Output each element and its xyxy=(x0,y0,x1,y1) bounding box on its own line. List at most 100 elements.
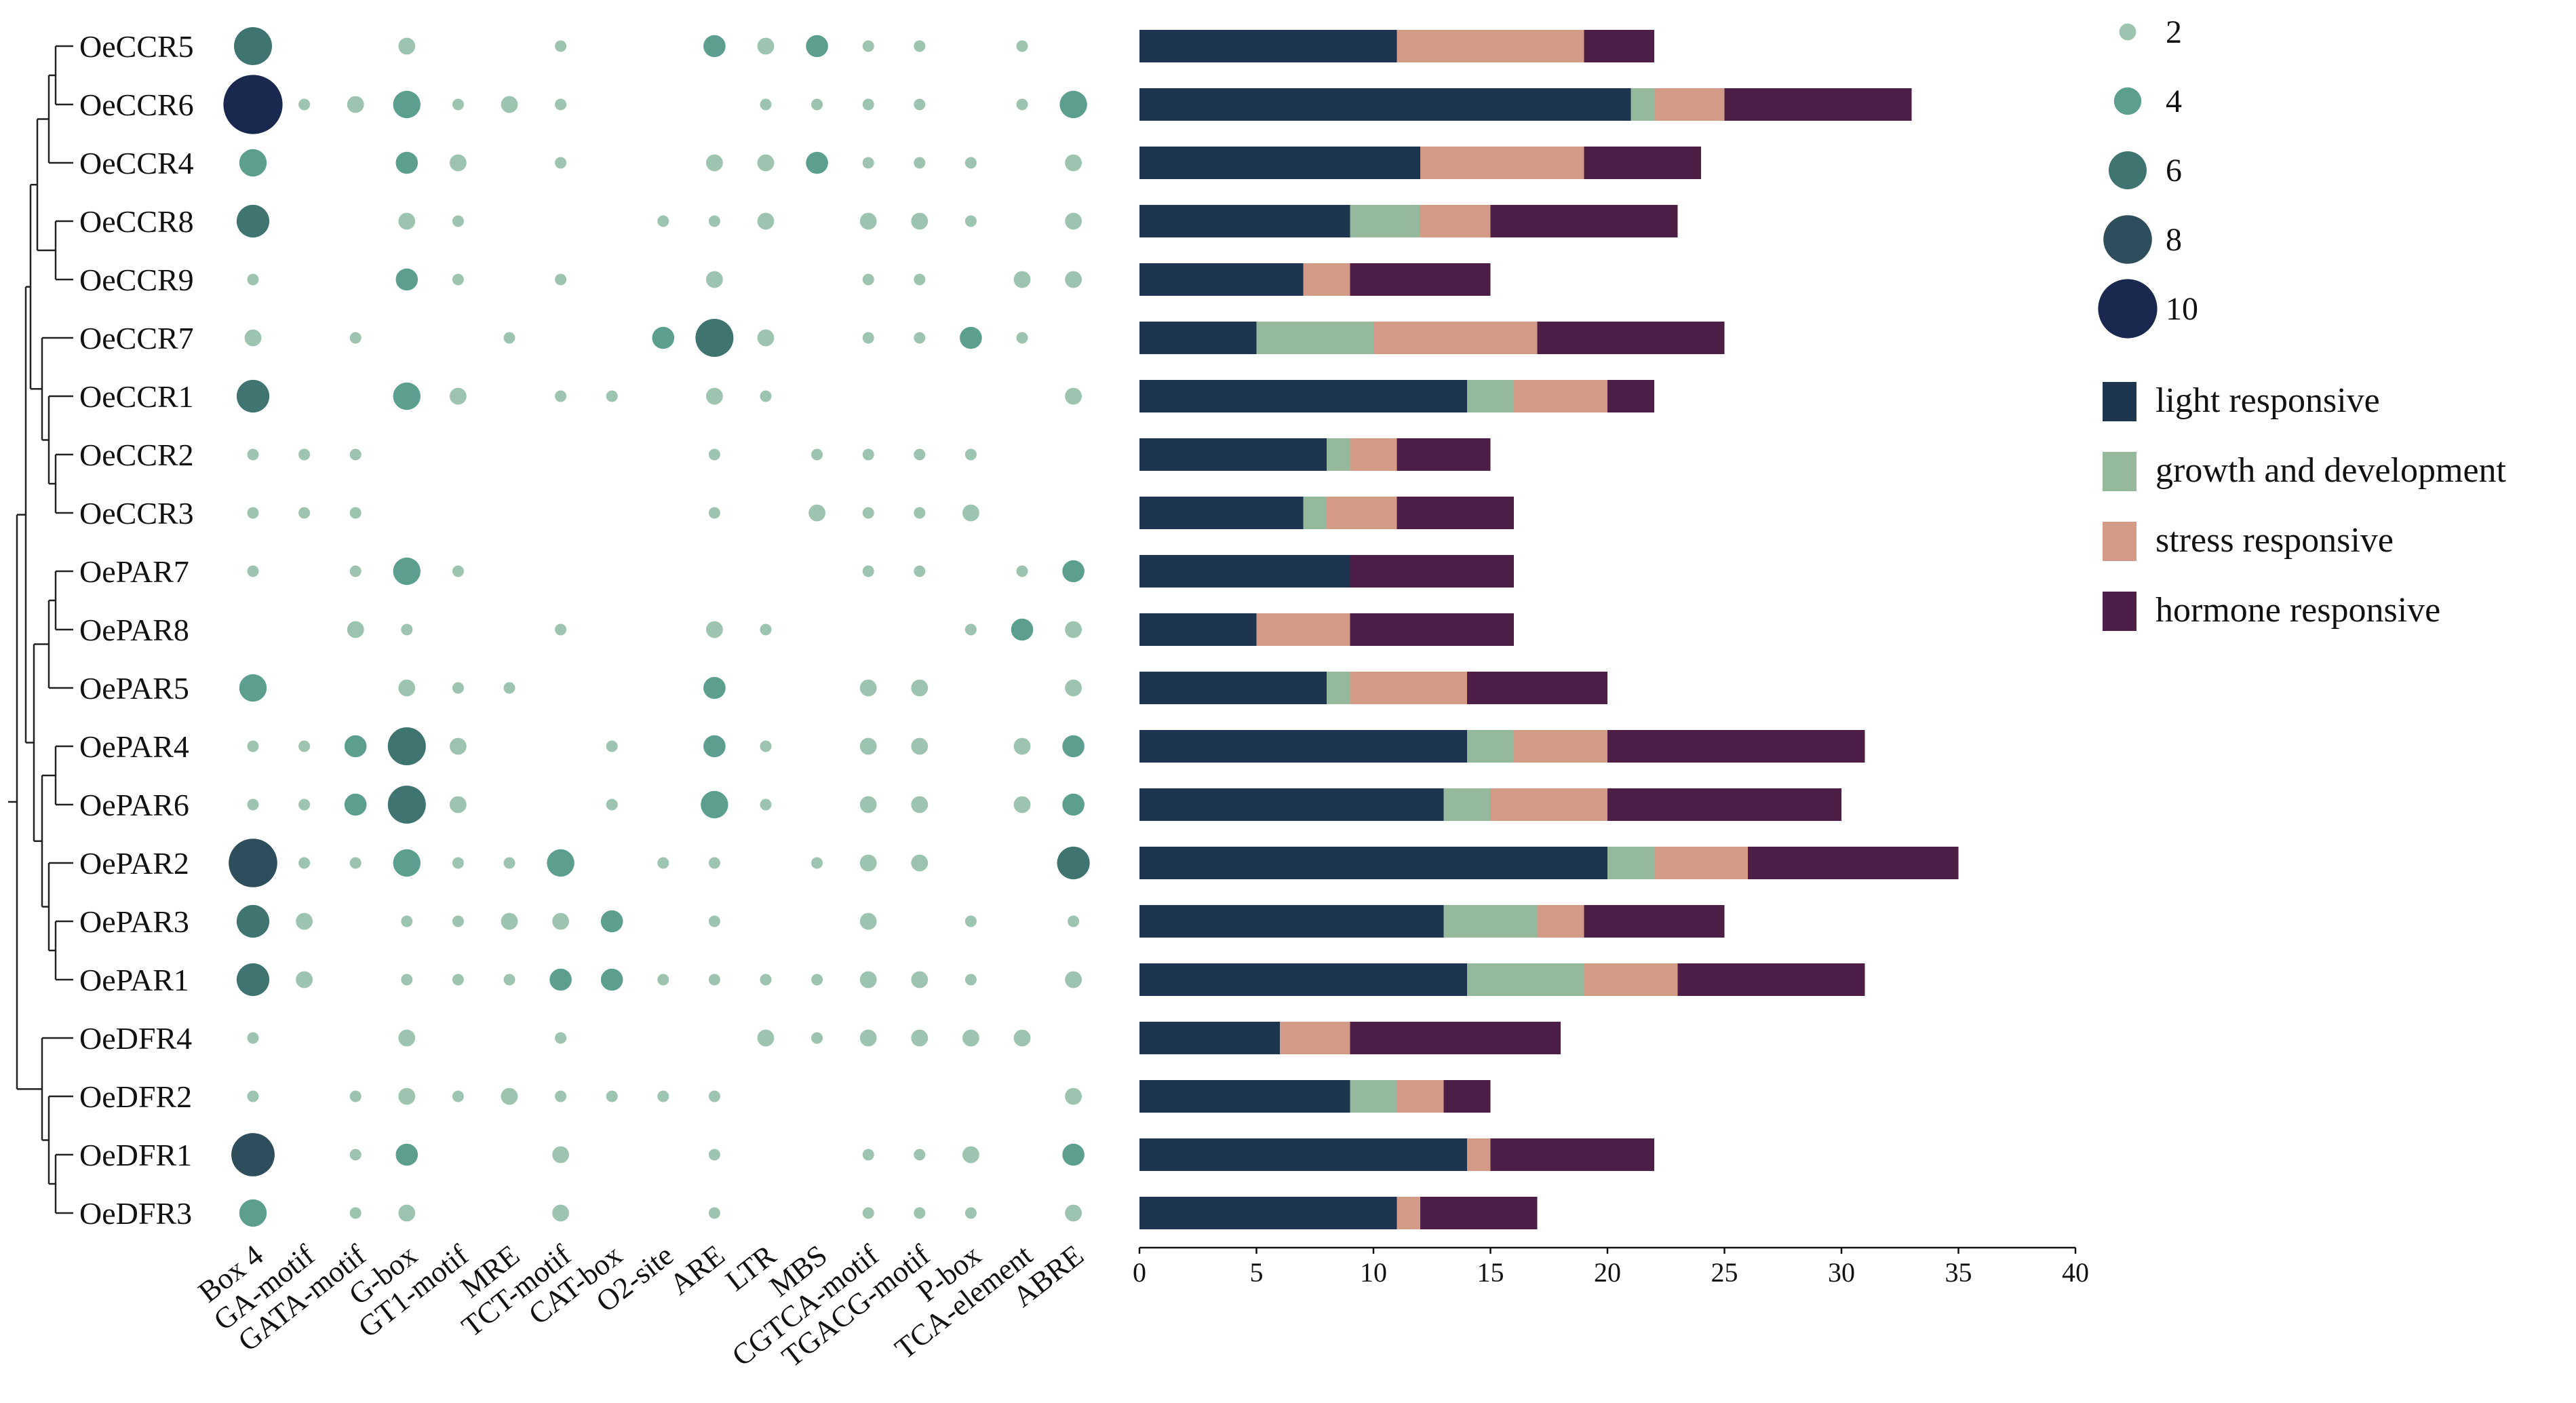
x-tick-label: 40 xyxy=(2062,1257,2089,1288)
motif-bubble xyxy=(657,974,669,986)
bar-segment xyxy=(1373,322,1538,354)
motif-bubble xyxy=(296,912,313,930)
motif-bubble xyxy=(606,740,618,752)
motif-bubble xyxy=(757,154,775,172)
motif-bubble xyxy=(393,90,421,119)
category-legend-swatch xyxy=(2103,522,2136,561)
size-legend-label: 6 xyxy=(2166,153,2182,189)
size-legend-bubble xyxy=(2103,215,2152,264)
motif-bubble xyxy=(552,1204,569,1222)
bar-segment xyxy=(1607,847,1654,879)
size-legend-label: 8 xyxy=(2166,222,2182,258)
bubble-matrix xyxy=(223,27,1090,1227)
motif-bubble xyxy=(298,507,311,519)
stacked-bar-chart xyxy=(1139,30,1959,1229)
motif-bubble xyxy=(862,40,874,52)
motif-bubble xyxy=(387,786,426,824)
motif-bubble xyxy=(247,273,259,286)
bar-segment xyxy=(1490,205,1678,237)
bar-segment xyxy=(1280,1022,1350,1054)
gene-label: OeCCR2 xyxy=(79,438,194,472)
bar-segment xyxy=(1467,672,1607,704)
bar-segment xyxy=(1139,1197,1397,1229)
bar-segment xyxy=(1139,497,1304,529)
category-legend-label: growth and development xyxy=(2155,451,2507,490)
motif-bubble xyxy=(862,1149,874,1161)
motif-bubble xyxy=(398,1029,416,1047)
bar-segment xyxy=(1467,380,1514,412)
motif-bubble xyxy=(503,682,515,694)
motif-bubble xyxy=(708,857,720,869)
bar-segment xyxy=(1139,438,1327,471)
motif-bubble xyxy=(349,1090,362,1102)
motif-bubble xyxy=(962,1029,979,1047)
x-tick-label: 0 xyxy=(1133,1257,1146,1288)
gene-label: OeCCR6 xyxy=(79,88,194,122)
motif-bubble xyxy=(555,273,567,286)
bar-segment xyxy=(1139,1022,1280,1054)
motif-bubble xyxy=(862,448,874,461)
motif-bubble xyxy=(398,1204,416,1222)
motif-bubble xyxy=(760,740,772,752)
motif-bubble xyxy=(708,1090,720,1102)
bar-segment xyxy=(1139,555,1350,588)
motif-bubble xyxy=(859,679,877,697)
motif-bubble xyxy=(914,332,926,344)
gene-label: OePAR6 xyxy=(79,788,189,822)
motif-bubble xyxy=(398,679,416,697)
bar-segment xyxy=(1303,497,1327,529)
size-legend-bubble xyxy=(2098,279,2158,339)
motif-bubble xyxy=(606,1090,618,1102)
motif-bubble xyxy=(706,621,723,638)
bar-segment xyxy=(1631,88,1654,121)
motif-bubble xyxy=(1016,98,1028,111)
motif-bubble xyxy=(811,98,823,111)
motif-bubble xyxy=(760,799,772,811)
bar-segment xyxy=(1467,963,1584,996)
motif-bubble xyxy=(239,149,267,177)
motif-bubble xyxy=(962,504,979,522)
motif-bubble xyxy=(298,98,311,111)
motif-bubble xyxy=(606,799,618,811)
motif-bubble xyxy=(349,448,362,461)
category-legend-label: light responsive xyxy=(2155,381,2380,420)
motif-bubble xyxy=(1065,971,1082,988)
motif-bubble xyxy=(450,737,467,755)
motif-bubble xyxy=(914,1149,926,1161)
category-legend-swatch xyxy=(2103,382,2136,421)
motif-bubble xyxy=(349,507,362,519)
motif-bubble xyxy=(247,1090,259,1102)
bar-segment xyxy=(1724,88,1912,121)
motif-bubble xyxy=(911,1029,929,1047)
motif-bubble xyxy=(452,565,464,577)
x-tick-label: 35 xyxy=(1945,1257,1972,1288)
motif-bubble xyxy=(1016,40,1028,52)
bar-segment xyxy=(1514,730,1607,763)
gene-label: OeCCR3 xyxy=(79,496,194,531)
motif-bubble xyxy=(706,271,723,288)
motif-bubble xyxy=(760,390,772,402)
motif-bubble xyxy=(657,857,669,869)
motif-bubble xyxy=(395,1143,418,1166)
motif-bubble xyxy=(349,565,362,577)
size-legend-bubble xyxy=(2119,23,2136,41)
motif-bubble xyxy=(236,379,270,413)
motif-bubble xyxy=(911,737,929,755)
motif-bubble xyxy=(1013,796,1031,813)
motif-bubble xyxy=(239,674,267,702)
motif-bubble xyxy=(914,565,926,577)
motif-bubble xyxy=(452,682,464,694)
motif-bubble xyxy=(501,96,518,113)
motif-bubble xyxy=(236,904,270,938)
motif-bubble xyxy=(1065,212,1082,230)
motif-bubble xyxy=(452,915,464,927)
bar-segment xyxy=(1139,88,1631,121)
bar-segment xyxy=(1327,672,1350,704)
motif-bubble xyxy=(503,332,515,344)
motif-bubble xyxy=(555,157,567,169)
motif-bubble xyxy=(547,849,574,877)
bar-segment xyxy=(1139,847,1607,879)
motif-bubble xyxy=(806,151,828,174)
motif-bubble xyxy=(911,854,929,872)
bar-segment xyxy=(1490,1138,1654,1171)
